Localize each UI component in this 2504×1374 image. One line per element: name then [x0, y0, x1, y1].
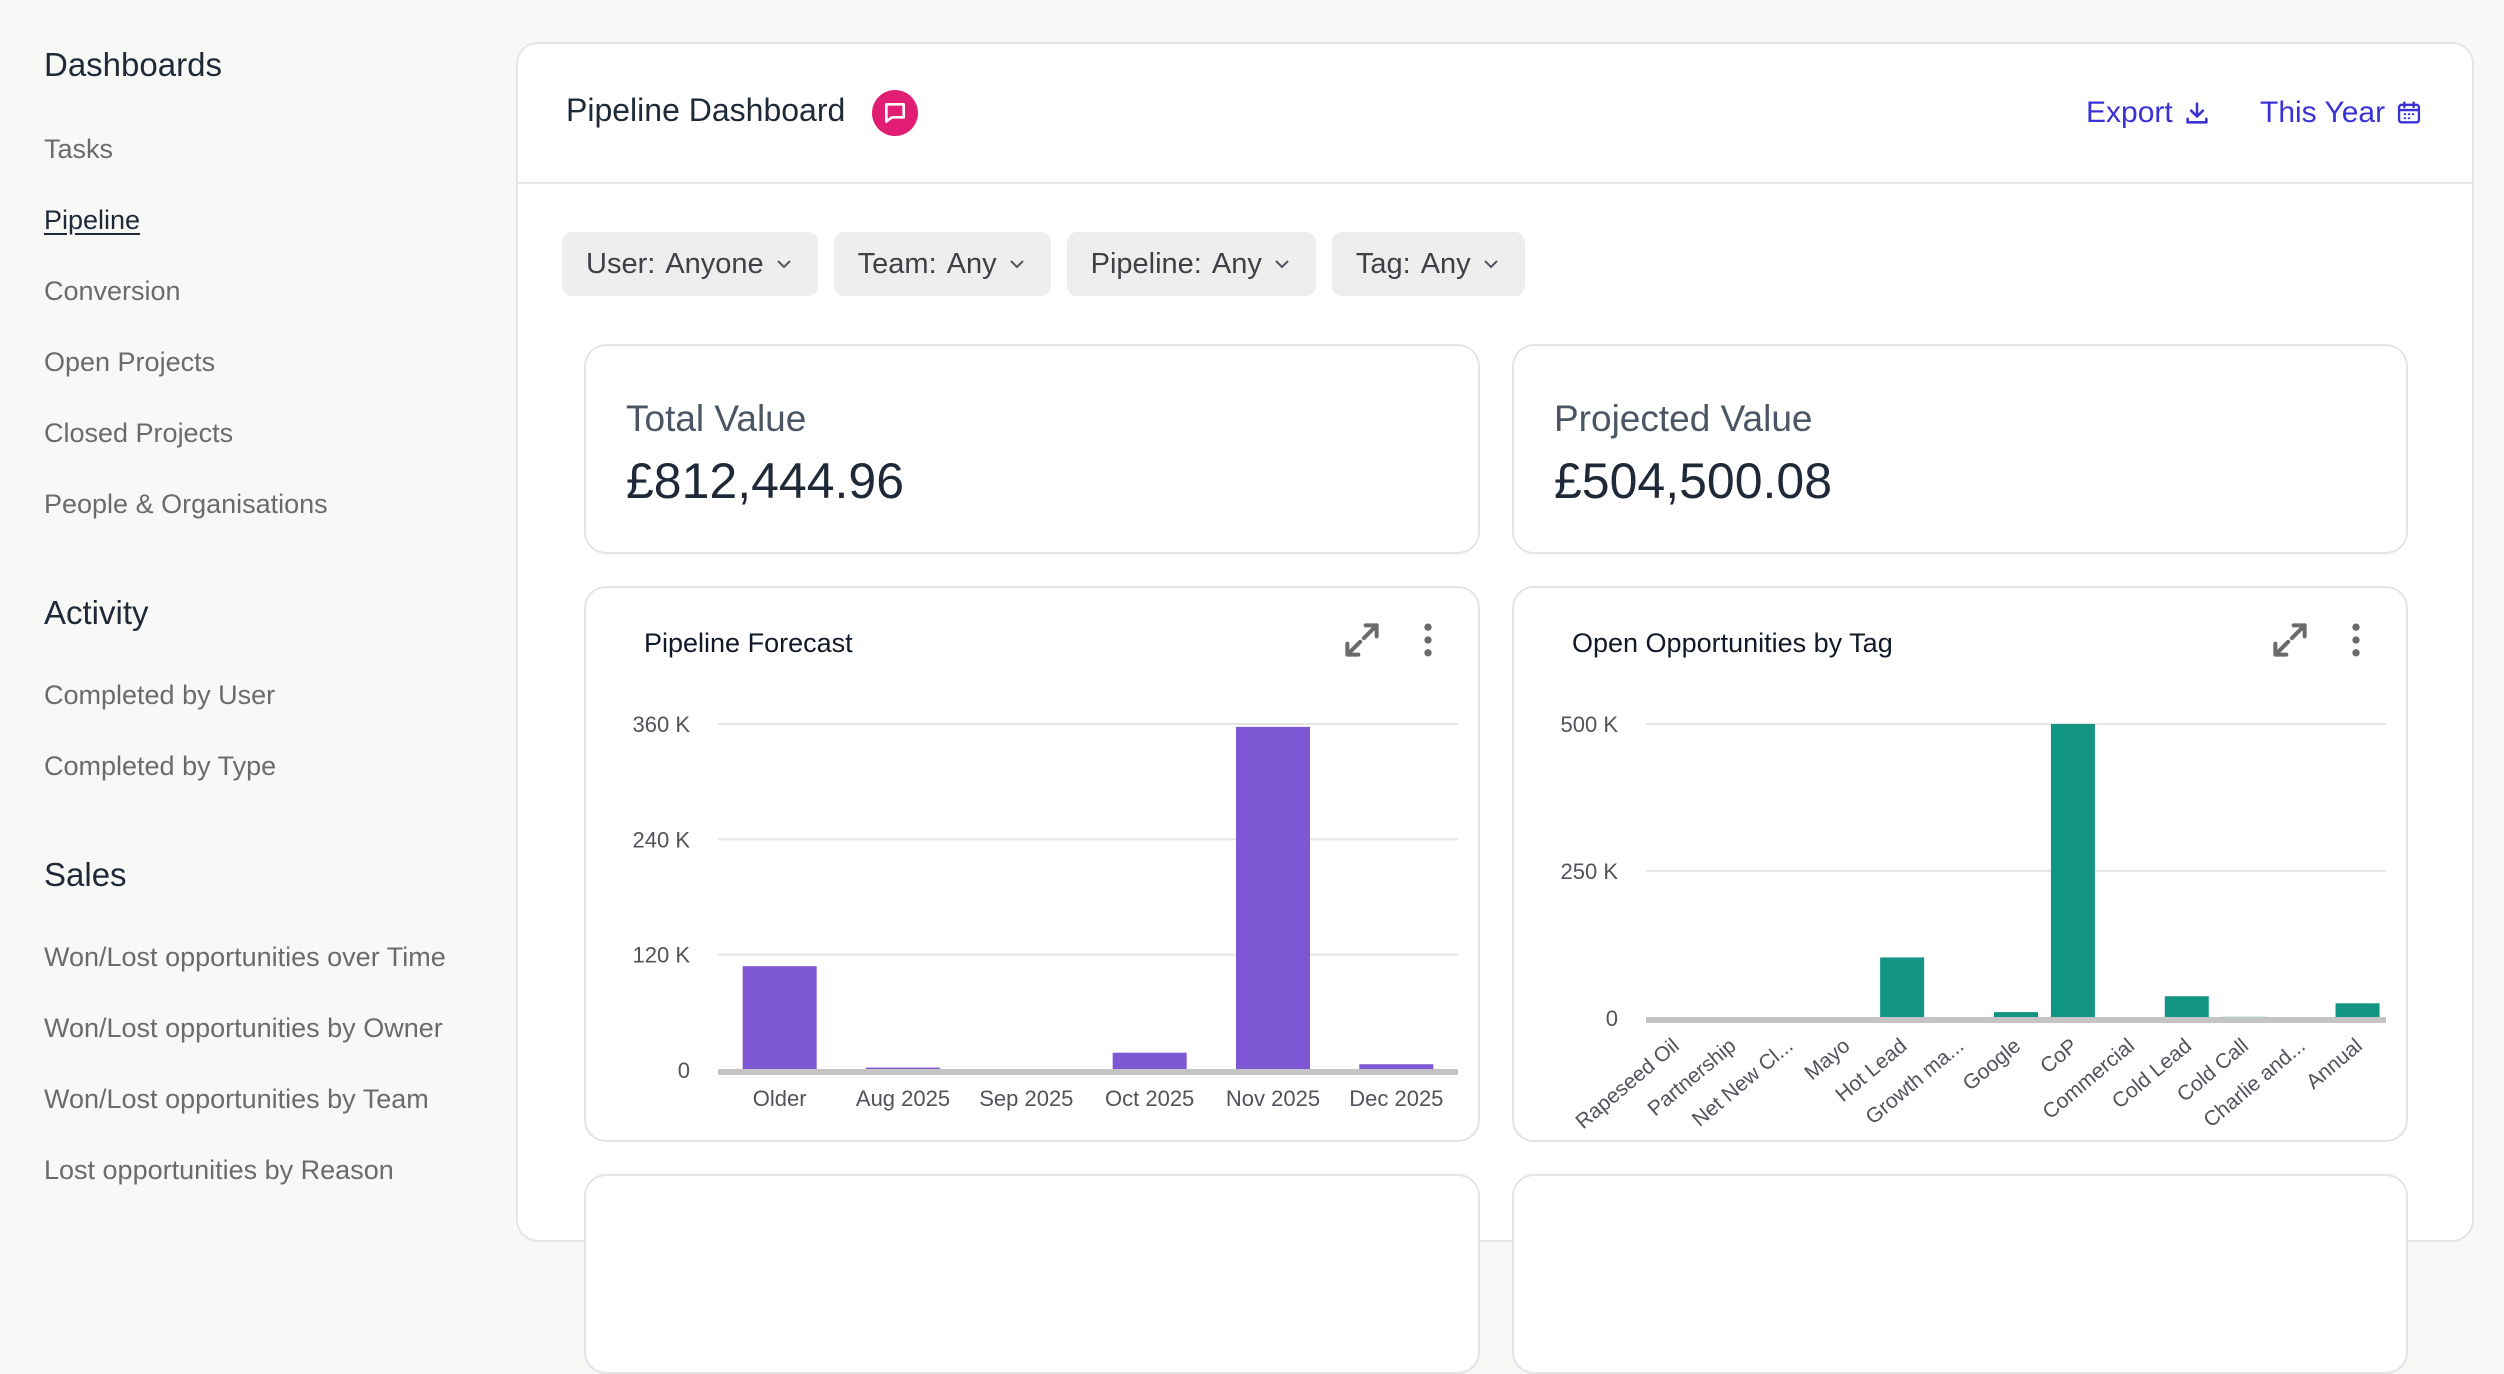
x-tick-label: Oct 2025 — [1105, 1086, 1194, 1111]
filter-tag-label: Tag: — [1356, 248, 1411, 281]
bar[interactable] — [743, 966, 817, 1070]
kpi-card-projected-value: Projected Value £504,500.08 — [1512, 344, 2408, 554]
filter-user-label: User: — [586, 248, 655, 281]
sidebar-item-completed-by-type[interactable]: Completed by Type — [44, 751, 276, 782]
period-selector[interactable]: This Year — [2260, 96, 2423, 130]
calendar-icon — [2395, 99, 2423, 127]
filter-pipeline[interactable]: Pipeline: Any — [1067, 232, 1316, 296]
sidebar-item-people-organisations[interactable]: People & Organisations — [44, 489, 328, 520]
x-tick-label: Google — [1959, 1034, 2026, 1095]
kpi-card-total-value: Total Value £812,444.96 — [584, 344, 1480, 554]
chart-card-next-left — [584, 1174, 1480, 1374]
sidebar-item-open-projects[interactable]: Open Projects — [44, 347, 215, 378]
filter-team-value: Any — [947, 248, 997, 281]
kpi-total-label: Total Value — [626, 398, 806, 440]
x-tick-label: Dec 2025 — [1349, 1086, 1443, 1111]
filter-team-label: Team: — [858, 248, 937, 281]
chevron-down-icon — [1007, 254, 1027, 274]
y-tick-label: 0 — [1606, 1006, 1618, 1031]
filter-user[interactable]: User: Anyone — [562, 232, 818, 296]
x-tick-label: Older — [753, 1086, 807, 1111]
kpi-projected-value: £504,500.08 — [1554, 452, 1832, 510]
filter-tag[interactable]: Tag: Any — [1332, 232, 1525, 296]
filter-pipeline-value: Any — [1212, 248, 1262, 281]
filter-user-value: Anyone — [665, 248, 763, 281]
sidebar-item-won-lost-team[interactable]: Won/Lost opportunities by Team — [44, 1084, 429, 1115]
sidebar-item-completed-by-user[interactable]: Completed by User — [44, 680, 275, 711]
sidebar-item-conversion[interactable]: Conversion — [44, 276, 181, 307]
chevron-down-icon — [1272, 254, 1292, 274]
bar[interactable] — [2336, 1003, 2380, 1018]
x-tick-label: Nov 2025 — [1226, 1086, 1320, 1111]
sidebar-item-lost-by-reason[interactable]: Lost opportunities by Reason — [44, 1155, 394, 1186]
sidebar-heading-activity: Activity — [44, 594, 149, 632]
page-title: Pipeline Dashboard — [566, 92, 845, 129]
filter-tag-value: Any — [1421, 248, 1471, 281]
chevron-down-icon — [1481, 254, 1501, 274]
x-tick-label: Aug 2025 — [856, 1086, 950, 1111]
x-tick-label: CoP — [2036, 1034, 2082, 1078]
bar[interactable] — [2165, 996, 2209, 1018]
chat-icon[interactable] — [872, 90, 918, 136]
dashboard-panel: Pipeline Dashboard Export This Year User… — [516, 42, 2474, 1242]
y-tick-label: 500 K — [1561, 712, 1619, 737]
x-tick-label: Annual — [2302, 1034, 2367, 1094]
sidebar-heading-sales: Sales — [44, 856, 127, 894]
y-tick-label: 0 — [678, 1058, 690, 1083]
filter-team[interactable]: Team: Any — [834, 232, 1051, 296]
sidebar: Dashboards Tasks Pipeline Conversion Ope… — [0, 0, 516, 1178]
kpi-projected-label: Projected Value — [1554, 398, 1812, 440]
filter-pipeline-label: Pipeline: — [1091, 248, 1202, 281]
panel-header: Pipeline Dashboard Export This Year — [518, 44, 2472, 184]
y-tick-label: 250 K — [1561, 859, 1619, 884]
bar[interactable] — [1113, 1053, 1187, 1070]
export-button[interactable]: Export — [2086, 96, 2211, 130]
x-tick-label: Sep 2025 — [979, 1086, 1073, 1111]
chevron-down-icon — [774, 254, 794, 274]
filter-bar: User: Anyone Team: Any Pipeline: Any Tag… — [562, 232, 1525, 296]
sidebar-item-tasks[interactable]: Tasks — [44, 134, 113, 165]
chat-bubble-icon — [882, 100, 908, 126]
x-tick-label: Net New Cl... — [1688, 1034, 1798, 1131]
bar[interactable] — [2051, 724, 2095, 1018]
y-tick-label: 240 K — [633, 827, 691, 852]
bar[interactable] — [1236, 727, 1310, 1070]
download-icon — [2183, 99, 2211, 127]
chart-card-next-right — [1512, 1174, 2408, 1374]
bar[interactable] — [1880, 957, 1924, 1018]
y-tick-label: 360 K — [633, 712, 691, 737]
y-tick-label: 120 K — [633, 943, 691, 968]
sidebar-heading-dashboards: Dashboards — [44, 46, 222, 84]
pipeline-forecast-chart: 0 120 K 240 K 360 K Older Aug 2025 Sep 2025 Oct… — [586, 588, 1478, 1140]
sidebar-item-closed-projects[interactable]: Closed Projects — [44, 418, 233, 449]
export-label: Export — [2086, 96, 2173, 130]
sidebar-item-won-lost-owner[interactable]: Won/Lost opportunities by Owner — [44, 1013, 443, 1044]
sidebar-item-won-lost-time[interactable]: Won/Lost opportunities over Time — [44, 942, 446, 973]
x-tick-label: Growth ma... — [1861, 1034, 1968, 1129]
period-label: This Year — [2260, 96, 2385, 130]
x-tick-label: Charlie and... — [2199, 1034, 2309, 1132]
sidebar-item-pipeline[interactable]: Pipeline — [44, 205, 140, 236]
kpi-total-value: £812,444.96 — [626, 452, 904, 510]
